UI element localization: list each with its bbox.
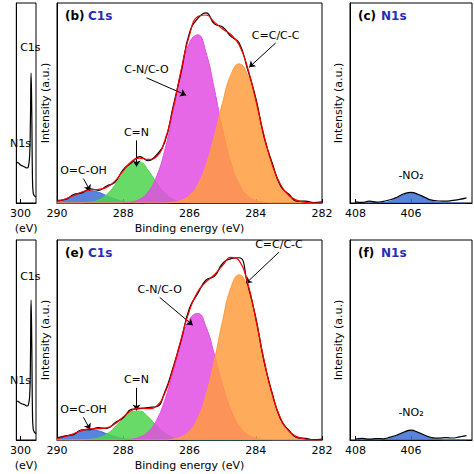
svg-text:300: 300 — [10, 444, 31, 457]
svg-text:C-N/C-O: C-N/C-O — [124, 63, 169, 76]
svg-text:C=N: C=N — [124, 373, 149, 386]
svg-text:C=C/C-C: C=C/C-C — [252, 29, 300, 42]
svg-text:C1s: C1s — [88, 9, 112, 23]
svg-text:408: 408 — [345, 444, 366, 457]
svg-text:N1s: N1s — [10, 374, 31, 387]
svg-text:(b): (b) — [65, 9, 85, 23]
svg-text:C-N/C-O: C-N/C-O — [138, 283, 183, 296]
svg-text:Intensity (a.u.): Intensity (a.u.) — [39, 300, 52, 381]
svg-text:(eV): (eV) — [15, 222, 38, 235]
svg-text:286: 286 — [179, 444, 200, 457]
svg-text:406: 406 — [401, 207, 422, 220]
svg-text:408: 408 — [345, 207, 366, 220]
svg-text:N1s: N1s — [10, 137, 31, 150]
svg-text:C1s: C1s — [20, 41, 41, 54]
svg-text:290: 290 — [47, 207, 68, 220]
svg-text:N1s: N1s — [381, 246, 407, 260]
svg-text:O=C-OH: O=C-OH — [60, 403, 107, 416]
svg-text:Intensity (a.u.): Intensity (a.u.) — [39, 63, 52, 144]
svg-text:(c): (c) — [358, 9, 376, 23]
svg-text:(f): (f) — [358, 246, 374, 260]
svg-text:282: 282 — [312, 444, 333, 457]
svg-text:Intensity (a.u.): Intensity (a.u.) — [332, 300, 345, 381]
svg-text:C=C/C-C: C=C/C-C — [255, 238, 303, 251]
svg-text:406: 406 — [401, 444, 422, 457]
svg-text:-NO₂: -NO₂ — [398, 169, 423, 182]
svg-text:300: 300 — [10, 207, 31, 220]
svg-text:N1s: N1s — [381, 9, 407, 23]
svg-text:Binding energy (eV): Binding energy (eV) — [135, 222, 245, 235]
svg-text:284: 284 — [245, 444, 266, 457]
svg-text:C=N: C=N — [124, 126, 149, 139]
svg-text:Binding energy (eV): Binding energy (eV) — [135, 459, 245, 472]
svg-text:O=C-OH: O=C-OH — [60, 164, 107, 177]
svg-text:Intensity (a.u.): Intensity (a.u.) — [332, 63, 345, 144]
svg-text:288: 288 — [113, 207, 134, 220]
svg-text:C1s: C1s — [20, 270, 41, 283]
svg-text:286: 286 — [179, 207, 200, 220]
svg-text:290: 290 — [47, 444, 68, 457]
svg-text:(eV): (eV) — [15, 459, 38, 472]
svg-text:282: 282 — [312, 207, 333, 220]
svg-text:288: 288 — [113, 444, 134, 457]
svg-text:284: 284 — [245, 207, 266, 220]
svg-text:C1s: C1s — [88, 246, 112, 260]
svg-text:(e): (e) — [65, 246, 84, 260]
svg-text:-NO₂: -NO₂ — [398, 406, 423, 419]
